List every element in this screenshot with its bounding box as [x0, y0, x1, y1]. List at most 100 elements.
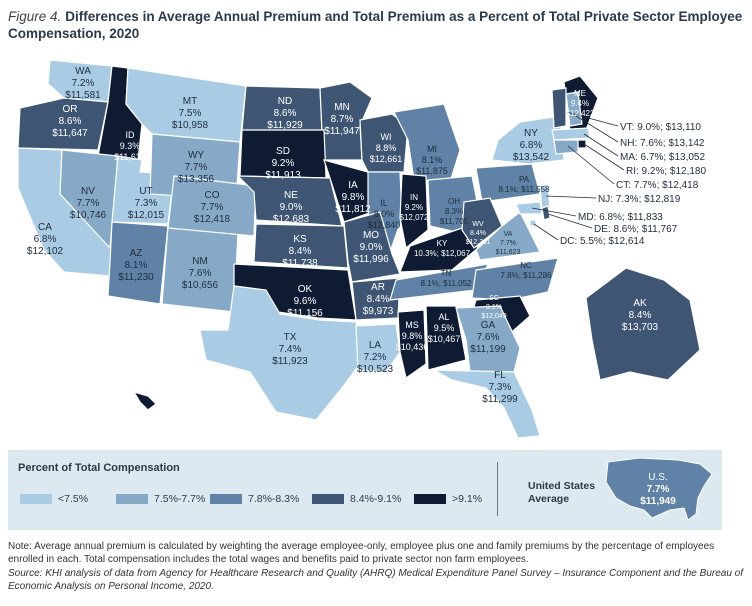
- state-ks: [253, 223, 349, 269]
- state-label-fl-premium: $11,299: [482, 394, 518, 405]
- state-label-mt-abbr: MT: [183, 96, 197, 107]
- state-in: [399, 173, 429, 250]
- state-ky: [399, 227, 479, 273]
- state-label-la-abbr: LA: [369, 340, 382, 351]
- state-label-ks-pct: 8.4%: [289, 246, 312, 257]
- state-label-tn-abbr: TN: [441, 269, 452, 278]
- state-ri: [577, 139, 587, 149]
- state-label-ga-abbr: GA: [481, 320, 496, 331]
- state-label-la-pct: 7.2%: [364, 352, 387, 363]
- state-label-hi-premium: $10,404: [108, 426, 145, 437]
- state-label-la-premium: $10,523: [357, 364, 394, 375]
- leader-line-ma: [583, 133, 619, 157]
- legend-swatch-3: [210, 494, 242, 504]
- state-label-nd-premium: $11,929: [267, 120, 303, 131]
- state-label-in-pct: 9.2%: [405, 203, 423, 212]
- state-label-wy-abbr: WY: [188, 150, 204, 161]
- state-wv: [461, 197, 503, 249]
- state-label-tx-pct: 7.4%: [279, 344, 302, 355]
- state-co: [167, 175, 257, 237]
- state-label-me-pct: 9.4%: [571, 99, 589, 108]
- state-label-ut-premium: $12,015: [128, 210, 165, 221]
- state-label-wi-pct: 8.8%: [376, 143, 397, 153]
- leader-line-ct: [567, 145, 615, 185]
- state-ia: [323, 159, 379, 223]
- state-label-ca-pct: 6.8%: [34, 234, 57, 245]
- legend-divider: [497, 462, 498, 516]
- legend-item-2: 7.5%-7.7%: [116, 493, 205, 505]
- state-label-la: LA 7.2% $10,523: [357, 340, 394, 375]
- state-label-nm-abbr: NM: [192, 256, 208, 267]
- state-ak: [585, 267, 701, 381]
- state-label-pa-abbr: PA: [519, 175, 530, 184]
- state-label-mt-pct: 7.5%: [179, 108, 202, 119]
- state-wi: [359, 113, 409, 173]
- state-label-nj: NJ: 7.3%; $12,819: [598, 194, 681, 205]
- state-label-ma: MA: 6.7%; $13,052: [620, 152, 705, 163]
- legend-swatch-1: [20, 494, 52, 504]
- state-label-in-abbr: IN: [410, 193, 418, 202]
- state-mo: [343, 211, 401, 283]
- leader-line-ri: [583, 143, 625, 171]
- state-label-al-premium: $10,467: [428, 334, 461, 344]
- state-label-nd: ND 8.6% $11,929: [267, 96, 303, 131]
- state-label-nv-premium: $10,746: [70, 210, 107, 221]
- state-label-fl-pct: 7.3%: [489, 382, 512, 393]
- state-label-hi-abbr: HI: [121, 402, 131, 413]
- state-label-ak-premium: $13,703: [622, 322, 659, 333]
- state-label-tx: TX 7.4% $11,923: [272, 332, 308, 367]
- state-label-nv-pct: 7.7%: [77, 198, 100, 209]
- state-label-ca-premium: $12,102: [27, 246, 64, 257]
- state-label-wi: WI 8.8% $12,661: [370, 132, 403, 164]
- state-label-mn-pct: 8.7%: [331, 114, 354, 125]
- state-label-az: AZ 8.1% $11,230: [118, 248, 154, 283]
- state-az: [107, 221, 169, 305]
- state-label-wv-pct: 8.4%: [470, 230, 486, 237]
- state-label-nc-values: 7.8%; $11,286: [500, 271, 552, 280]
- state-label-hi-pct: 10.8%: [112, 414, 140, 425]
- legend-item-1: <7.5%: [20, 493, 88, 505]
- state-label-id-abbr: ID: [126, 130, 136, 140]
- state-label-ga-pct: 7.6%: [477, 332, 500, 343]
- state-label-oh-premium: $11,705: [440, 217, 469, 226]
- leader-line-nh: [575, 115, 619, 143]
- legend-panel: [8, 450, 722, 530]
- state-label-mi-pct: 8.1%: [422, 155, 443, 165]
- leader-line-nj: [545, 195, 597, 199]
- state-label-ca: CA 6.8% $12,102: [27, 222, 64, 257]
- state-nv: [59, 149, 119, 250]
- state-label-co-abbr: CO: [205, 190, 220, 201]
- state-tx: [199, 285, 365, 421]
- state-label-nc-abbr: NC: [520, 261, 532, 270]
- legend-swatch-2: [116, 494, 148, 504]
- state-label-al-abbr: AL: [438, 312, 449, 322]
- state-label-ut: UT 7.3% $12,015: [128, 186, 165, 221]
- state-label-nm-premium: $10,656: [182, 280, 219, 291]
- state-label-ak-abbr: AK: [633, 298, 647, 309]
- legend-label-2: 7.5%-7.7%: [154, 493, 206, 505]
- leader-line-md: [531, 207, 577, 217]
- state-label-ut-pct: 7.3%: [135, 198, 158, 209]
- state-label-co-premium: $12,418: [194, 214, 231, 225]
- state-label-az-abbr: AZ: [130, 248, 143, 259]
- legend-swatch-4: [312, 494, 344, 504]
- state-label-md: MD: 6.8%; $11,833: [578, 212, 663, 223]
- state-label-me-premium: $12,422: [566, 109, 595, 118]
- state-md: [515, 201, 543, 215]
- state-label-wa-pct: 7.2%: [72, 78, 95, 89]
- state-label-ak-pct: 8.4%: [629, 310, 652, 321]
- state-label-ks-abbr: KS: [293, 234, 307, 245]
- state-label-nm: NM 7.6% $10,656: [182, 256, 219, 291]
- state-label-wy: WY 7.7% $13,356: [178, 150, 215, 185]
- state-label-or: OR 8.6% $11,647: [52, 104, 88, 139]
- state-label-co-pct: 7.7%: [201, 202, 224, 213]
- state-label-tx-premium: $11,923: [272, 356, 308, 367]
- state-label-ks: KS 8.4% $11,738: [282, 234, 318, 269]
- us-average-label: United States Average: [528, 480, 596, 505]
- state-label-wv-abbr: WV: [472, 221, 484, 228]
- leader-lines: [531, 111, 625, 241]
- state-label-al: AL 9.5% $10,467: [428, 312, 461, 344]
- state-vt: [551, 87, 567, 129]
- state-pa: [475, 163, 541, 203]
